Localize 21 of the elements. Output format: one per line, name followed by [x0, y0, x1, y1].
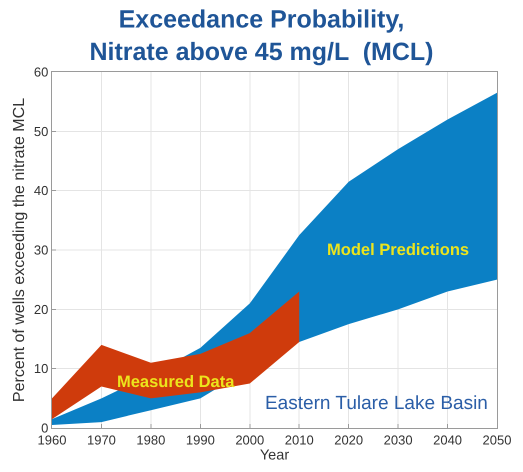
- x-tick-label: 1970: [86, 432, 116, 448]
- x-tick-label: 1990: [186, 432, 215, 448]
- y-tick-label: 50: [34, 124, 48, 139]
- y-axis-title: Percent of wells exceeding the nitrate MCL: [10, 98, 28, 402]
- x-tick-label: 2000: [235, 432, 264, 448]
- x-tick-label: 1980: [136, 432, 166, 448]
- x-tick-label: 2010: [284, 432, 314, 448]
- y-tick-label: 20: [34, 302, 48, 317]
- x-tick-label: 2030: [384, 432, 413, 448]
- annotation: Eastern Tulare Lake Basin: [265, 393, 488, 414]
- x-tick-label: 2040: [433, 432, 462, 448]
- y-tick-label: 10: [34, 361, 48, 376]
- y-tick-label: 60: [34, 64, 48, 80]
- y-tick-label: 40: [34, 183, 48, 198]
- chart-title: Exceedance Probability, Nitrate above 45 mg/L (MCL): [89, 5, 434, 66]
- x-tick-label: 2050: [482, 432, 512, 448]
- x-tick-label: 2020: [334, 432, 364, 448]
- y-tick-label: 30: [34, 242, 48, 258]
- text: Measured Data: [117, 373, 236, 391]
- text: Model Predictions: [327, 241, 470, 259]
- x-axis-title: Year: [260, 448, 290, 464]
